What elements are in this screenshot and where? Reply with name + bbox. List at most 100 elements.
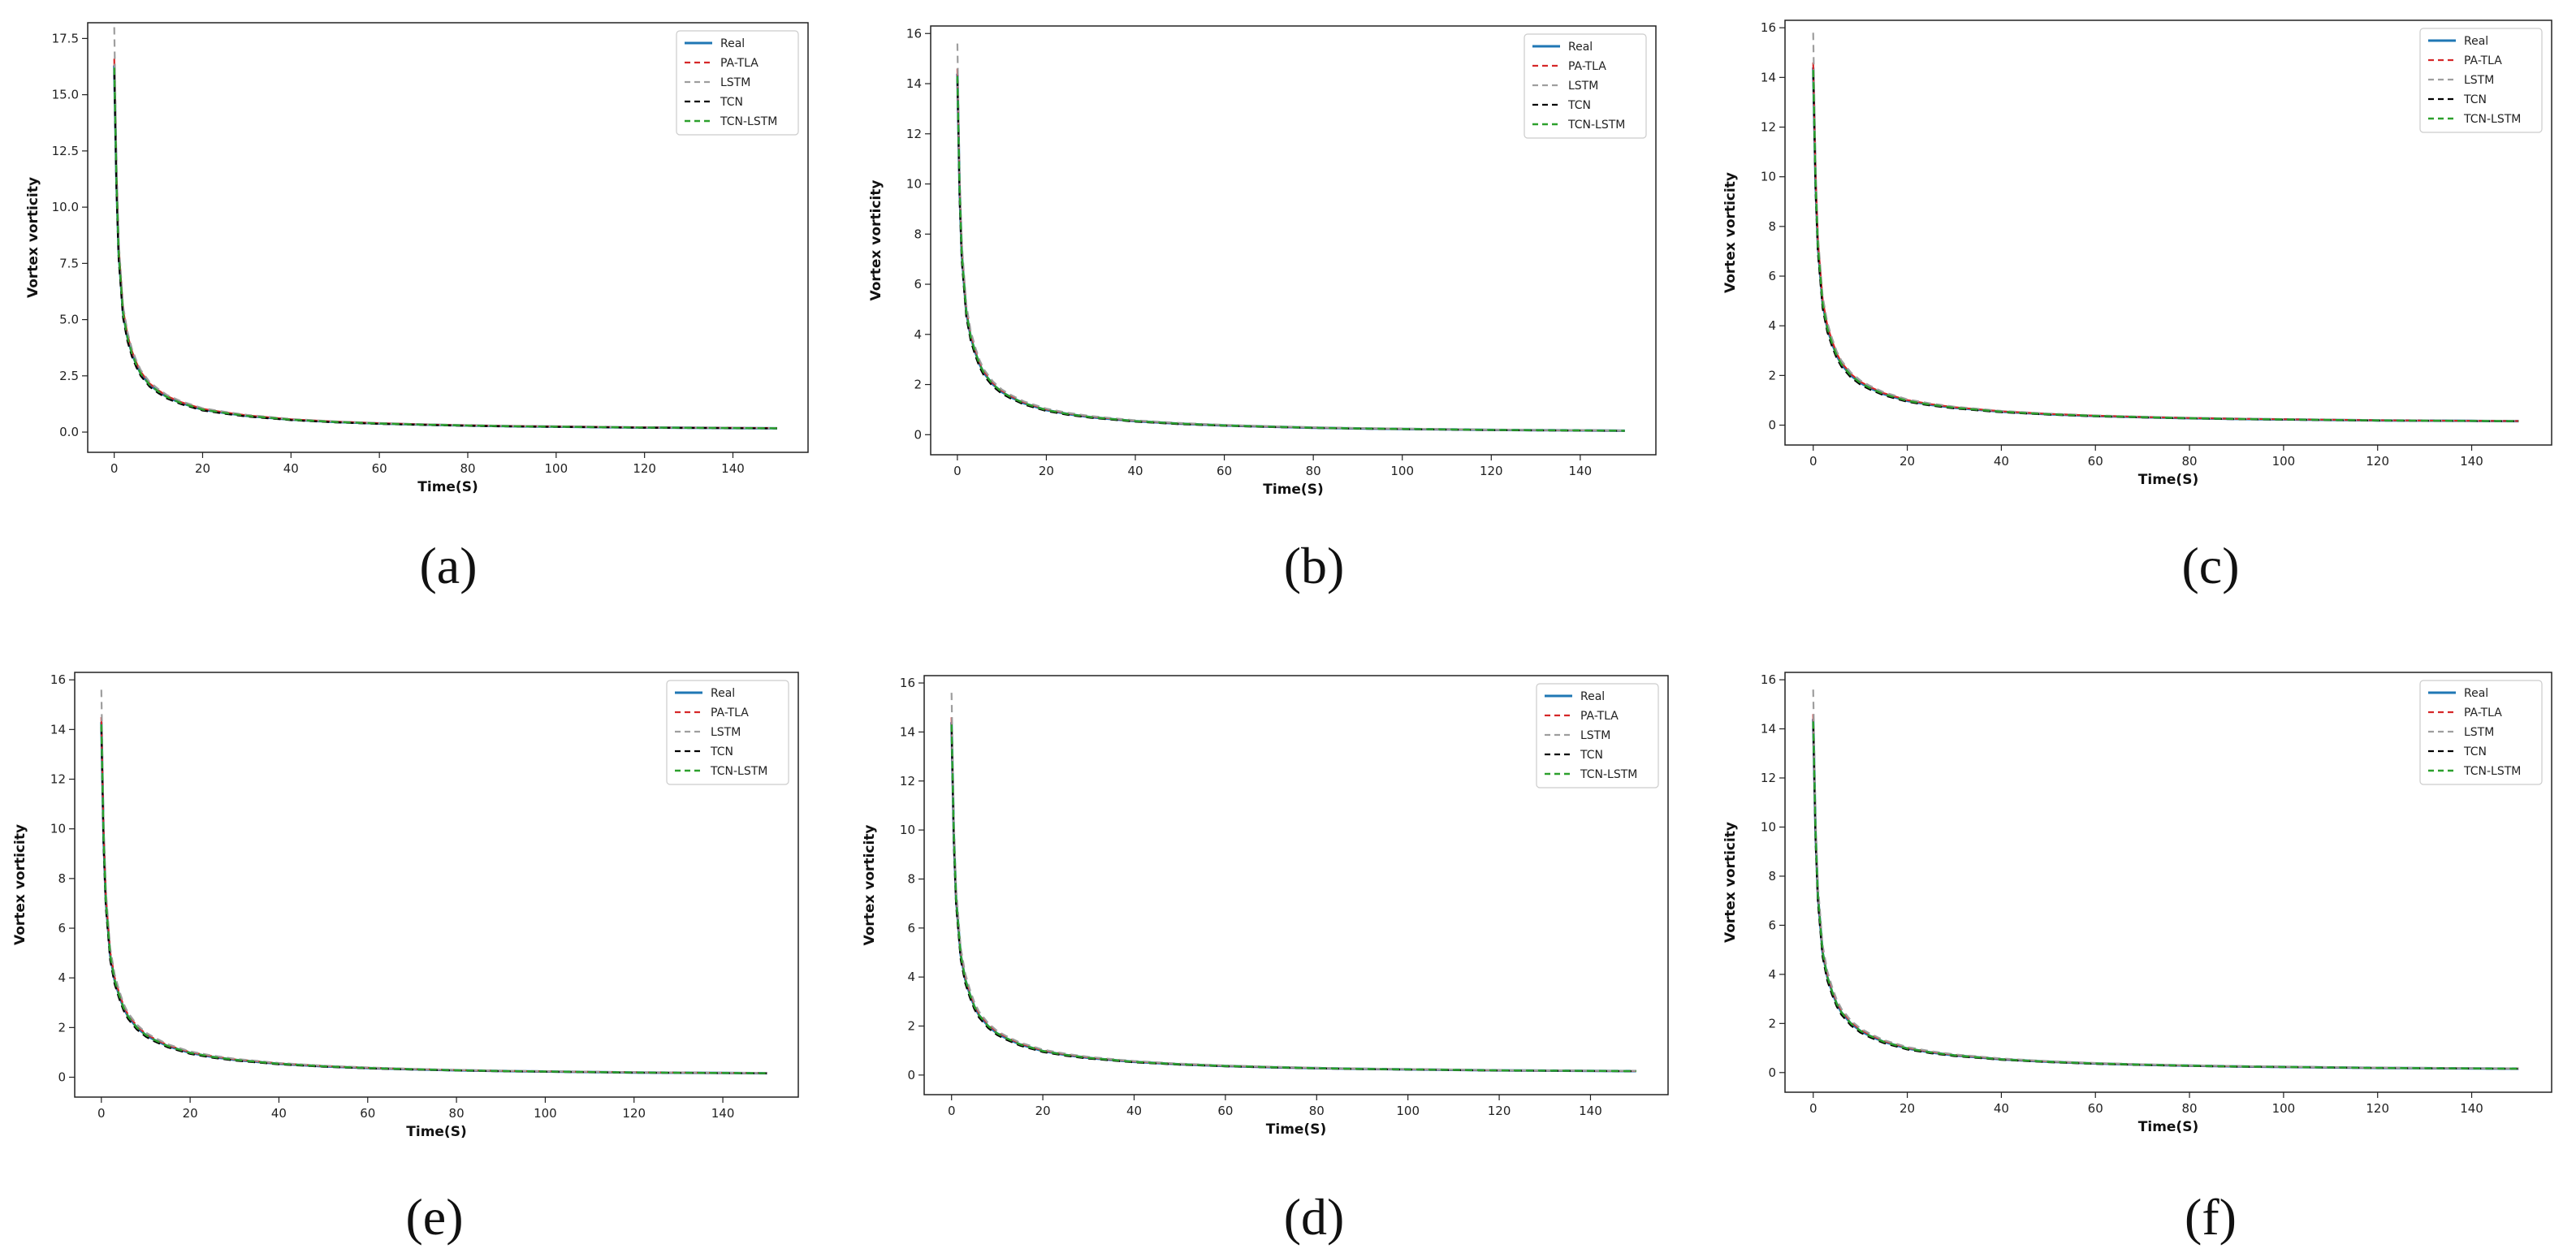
y-axis-label: Vortex vorticity [1722,172,1739,293]
y-tick-label: 8 [914,227,922,241]
y-tick-label: 10.0 [52,200,79,214]
panel-caption: (a) [419,537,477,594]
y-tick-label: 14 [900,724,915,739]
y-tick-label: 8 [58,871,66,886]
y-tick-label: 12 [1761,120,1776,135]
legend-box [666,680,789,785]
x-tick-label: 0 [97,1106,106,1121]
y-tick-label: 2.5 [59,369,79,383]
y-tick-label: 0 [907,1068,915,1082]
x-tick-label: 60 [2088,454,2103,469]
x-tick-label: 40 [1126,1104,1142,1118]
y-tick-label: 7.5 [59,256,79,270]
legend-entry: TCN [1567,99,1591,112]
series-line-lstm [1812,689,2519,1069]
x-tick-label: 40 [283,461,299,476]
y-tick-label: 17.5 [52,31,79,45]
y-axis-label: Vortex vorticity [25,177,41,298]
legend-entry: PA-TLA [711,706,749,719]
y-tick-label: 2 [1768,368,1776,382]
chart-panel-1: 0 20 40 60 80 100 120 140 0 2 4 6 8 10 12 14 16 Time(S) Vo… [868,25,1657,594]
y-tick-label: 4 [914,327,922,342]
x-tick-label: 100 [545,461,568,476]
series-line-pa-tla [1812,62,2519,422]
legend-entry: TCN [2463,745,2487,758]
y-tick-label: 5.0 [59,313,79,327]
y-tick-label: 0 [914,427,922,442]
legend-box [2419,28,2543,133]
x-axis-label: Time(S) [2138,1119,2198,1135]
series-line-lstm [113,27,777,430]
y-tick-label: 16 [50,672,66,687]
y-tick-label: 2 [58,1020,66,1035]
y-tick-label: 8 [907,871,915,886]
x-tick-label: 0 [948,1104,956,1118]
y-tick-label: 0.0 [59,425,79,439]
panel-caption: (c) [2181,537,2239,594]
y-tick-label: 0 [1768,418,1776,433]
x-tick-label: 20 [195,461,210,476]
x-tick-label: 100 [2272,1101,2296,1116]
y-tick-label: 6 [914,277,922,292]
x-tick-label: 60 [2088,1101,2103,1116]
y-tick-label: 14 [50,722,66,737]
legend-entry: LSTM [1568,80,1598,93]
x-tick-label: 120 [622,1106,646,1121]
x-tick-label: 100 [1396,1104,1420,1118]
x-tick-label: 60 [1217,1104,1233,1118]
legend-entry: Real [720,37,745,50]
legend-entry: TCN-LSTM [2463,765,2521,778]
plot-frame [87,22,809,453]
legend-entry: TCN [720,96,743,109]
y-tick-label: 2 [907,1019,915,1034]
y-tick-label: 6 [1768,918,1776,932]
legend-entry: TCN-LSTM [1580,768,1637,781]
chart-panel-5: 0 20 40 60 80 100 120 140 0 2 4 6 8 10 12 14 16 Time(S) Vo… [1722,672,2552,1246]
series-line-pa-tla [950,717,1636,1073]
y-tick-label: 10 [1761,170,1776,184]
x-tick-label: 20 [1900,454,1915,469]
x-axis-label: Time(S) [1263,482,1323,498]
legend-entry: TCN [1580,749,1603,762]
x-tick-label: 20 [1900,1101,1915,1116]
series-line-tcn-lstm [113,67,777,430]
y-axis-label: Vortex vorticity [12,824,28,945]
series-line-lstm [100,689,767,1074]
legend-entry: LSTM [720,76,750,89]
x-tick-label: 20 [1035,1104,1051,1118]
series-line-tcn-lstm [1812,721,2519,1070]
series-line-real [1812,67,2519,423]
chart-panel-4: 0 20 40 60 80 100 120 140 0 2 4 6 8 10 12 14 16 Time(S) Vo… [862,675,1669,1246]
y-tick-label: 6 [1768,269,1776,283]
y-tick-label: 8 [1768,219,1776,234]
x-tick-label: 80 [449,1106,465,1121]
x-tick-label: 140 [1579,1104,1602,1118]
x-tick-label: 120 [1480,464,1503,478]
series-line-tcn-lstm [100,724,767,1074]
x-tick-label: 120 [1488,1104,1511,1118]
legend-box [1536,683,1659,789]
y-tick-label: 0 [58,1070,66,1085]
y-tick-label: 16 [906,26,922,41]
series-line-lstm [1812,32,2519,422]
series-line-lstm [950,693,1636,1072]
chart-panel-2: 0 20 40 60 80 100 120 140 0 2 4 6 8 10 12 14 16 Time(S) Vo… [1722,19,2552,594]
legend-entry: PA-TLA [2464,54,2502,67]
y-tick-label: 16 [1761,20,1776,35]
x-tick-label: 0 [1809,454,1817,469]
legend-entry: LSTM [2464,74,2494,87]
x-tick-label: 20 [1039,464,1054,478]
legend-entry: LSTM [2464,726,2494,739]
x-axis-label: Time(S) [2138,472,2198,488]
x-tick-label: 100 [534,1106,557,1121]
x-tick-label: 80 [1309,1104,1325,1118]
x-axis-label: Time(S) [1266,1121,1326,1138]
x-tick-label: 140 [2460,454,2483,469]
legend-entry: Real [2464,687,2488,700]
y-tick-label: 12 [1761,771,1776,785]
legend-entry: PA-TLA [2464,706,2502,719]
x-tick-label: 40 [271,1106,287,1121]
x-tick-label: 100 [1390,464,1414,478]
legend-entry: Real [711,687,735,700]
